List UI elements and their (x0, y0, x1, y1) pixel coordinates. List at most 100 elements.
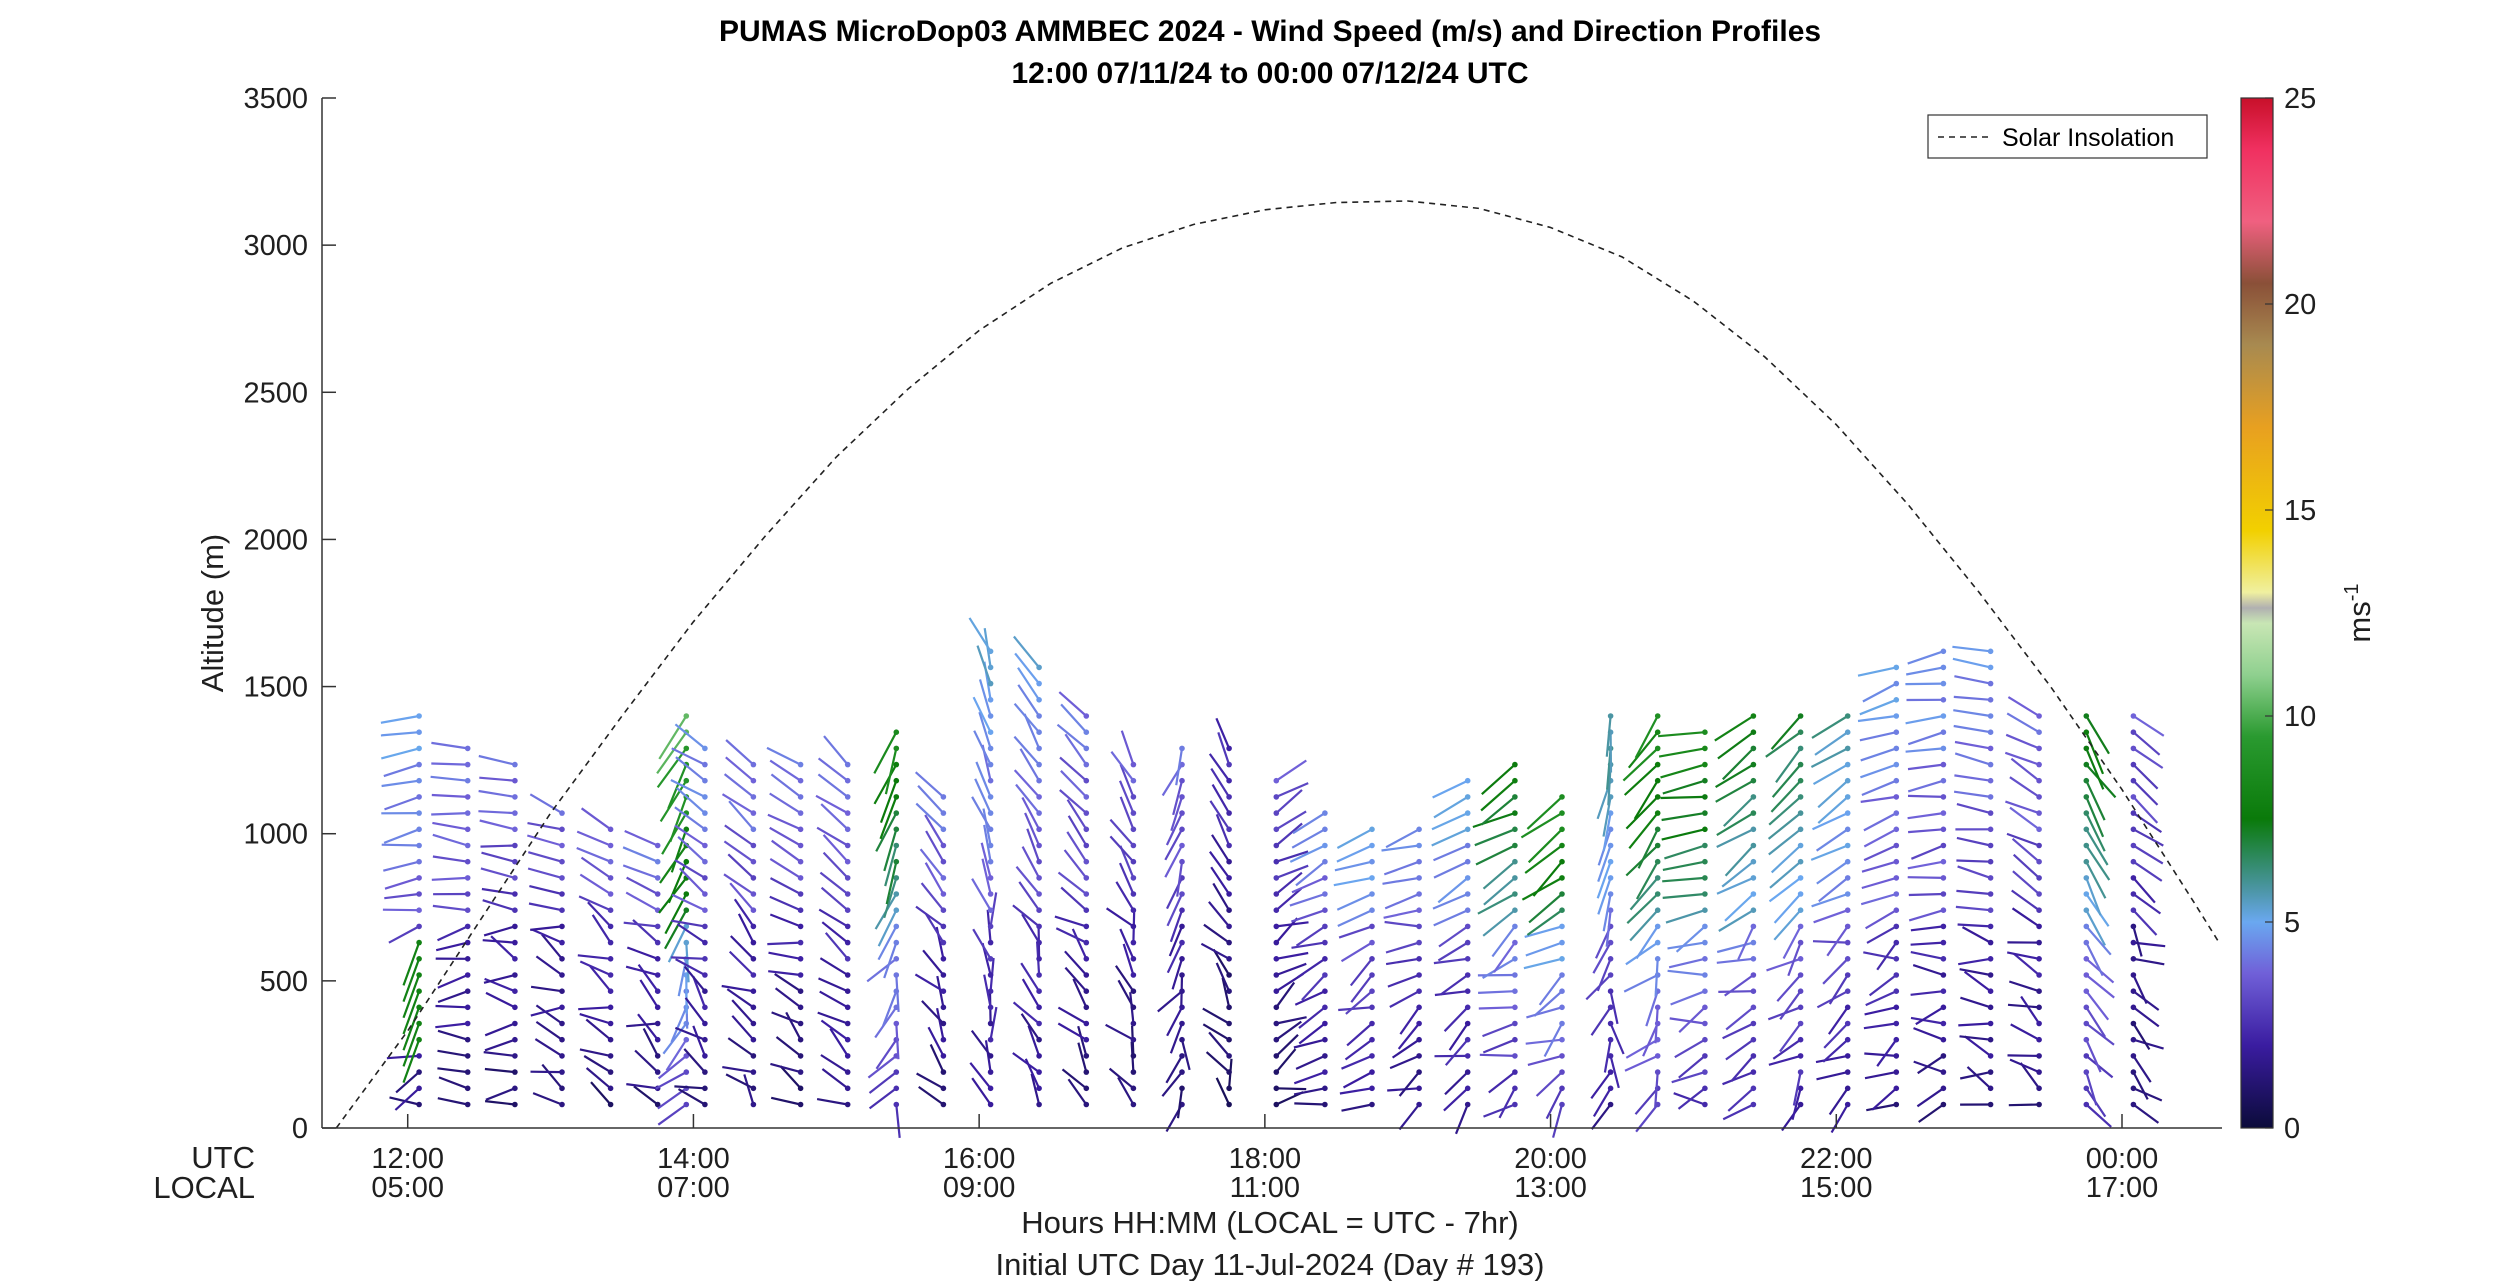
wind-barb-base (940, 988, 947, 994)
wind-barb (626, 1022, 658, 1028)
wind-barb-base (797, 1053, 804, 1059)
wind-barb (1815, 828, 1849, 852)
wind-barb-base (2130, 1036, 2137, 1043)
wind-barb (671, 747, 706, 766)
wind-barb-base (797, 761, 804, 768)
x-tick-label-local: 13:00 (1514, 1172, 1587, 1204)
wind-barb-base (1844, 1053, 1851, 1059)
wind-barb-base (1654, 826, 1661, 833)
wind-barb (1018, 881, 1041, 911)
wind-barb-base (559, 1069, 565, 1075)
wind-barb-base (416, 1069, 422, 1075)
wind-barb-base (1607, 1069, 1614, 1075)
wind-barb (437, 1067, 468, 1074)
wind-barb (1917, 1054, 1945, 1075)
wind-barb-base (1607, 826, 1614, 833)
wind-barb-base (1607, 972, 1614, 978)
wind-barb-base (1559, 1069, 1565, 1075)
wind-barb (1275, 962, 1307, 977)
wind-barb-base (1559, 826, 1565, 833)
wind-barb-base (1036, 1036, 1042, 1043)
wind-barb-base (2083, 891, 2090, 897)
wind-barb (1117, 1076, 1135, 1106)
wind-barb (895, 1104, 901, 1139)
wind-barb-base (1797, 923, 1804, 930)
wind-barb (1337, 909, 1373, 927)
wind-barb (972, 928, 992, 960)
wind-barb-base (1797, 858, 1804, 865)
wind-barb-base (1797, 875, 1804, 881)
wind-barb (2133, 957, 2165, 966)
wind-barb (733, 898, 755, 928)
wind-barb-base (1130, 939, 1137, 946)
wind-barb-base (1844, 810, 1851, 816)
wind-barb (1664, 844, 1706, 860)
wind-barb-base (559, 1053, 565, 1059)
wind-barb (1910, 990, 1944, 996)
wind-barb-base (1940, 939, 1947, 946)
wind-barb (2132, 1055, 2152, 1083)
wind-barb-base (1512, 842, 1518, 849)
wind-barb (1629, 909, 1659, 942)
wind-barb (1662, 779, 1706, 795)
wind-barb (381, 843, 420, 847)
wind-barb (1120, 730, 1135, 765)
wind-barb-base (1130, 842, 1137, 849)
wind-barb-base (1893, 745, 1900, 752)
wind-barb-base (1369, 1101, 1375, 1108)
wind-barb (1295, 860, 1326, 887)
wind-barb (728, 800, 755, 831)
wind-barb (1431, 812, 1469, 831)
wind-barb (1275, 871, 1303, 895)
wind-barb-base (2036, 794, 2042, 800)
x-tick-label-utc: 12:00 (371, 1143, 444, 1175)
wind-barb-base (1750, 1085, 1757, 1092)
wind-barb (1175, 748, 1184, 786)
wind-barb-base (1987, 842, 1994, 849)
wind-barb (622, 864, 659, 879)
y-tick-label: 3000 (243, 230, 308, 262)
wind-barb-base (1893, 1069, 1900, 1075)
wind-barb (770, 1096, 801, 1106)
wind-barb (1623, 763, 1659, 796)
wind-barb (915, 802, 945, 831)
wind-barb-base (1369, 972, 1375, 978)
wind-barb-base (607, 826, 614, 833)
wind-barb (1661, 828, 1706, 841)
wind-barb (1662, 876, 1705, 883)
wind-barb-base (607, 988, 614, 994)
wind-barb (1015, 783, 1040, 814)
wind-barb-base (987, 1053, 994, 1059)
wind-barb (1301, 974, 1326, 1001)
wind-barb-base (1416, 1085, 1422, 1092)
wind-barb (1767, 812, 1802, 840)
wind-barb (1953, 724, 1991, 734)
wind-barb (2085, 877, 2102, 916)
wind-barb-base (1226, 745, 1232, 752)
wind-barb (819, 871, 849, 895)
wind-barb-base (1844, 1020, 1851, 1027)
wind-barb-base (1559, 956, 1565, 962)
wind-barb-base (1036, 988, 1042, 994)
wind-barb (1060, 770, 1088, 798)
wind-barb (1966, 1066, 1992, 1090)
wind-barb (580, 807, 612, 831)
wind-barb-base (1179, 745, 1185, 752)
wind-barb-base (1702, 810, 1708, 816)
wind-barb-base (512, 939, 518, 946)
wind-barb-base (1893, 939, 1900, 946)
y-tick-label: 2000 (243, 524, 308, 556)
wind-barb-base (1273, 777, 1280, 784)
wind-barb-base (1844, 745, 1851, 752)
wind-barb-base (750, 907, 757, 913)
wind-barb (1722, 1022, 1754, 1040)
wind-barb (483, 1051, 516, 1057)
wind-barb (1918, 1103, 1945, 1123)
wind-barb (583, 1055, 612, 1074)
wind-barb (625, 891, 659, 912)
wind-barb (1012, 1052, 1040, 1073)
wind-barb (1668, 957, 1706, 969)
wind-barb (1609, 1023, 1625, 1055)
wind-barb (1071, 928, 1088, 960)
